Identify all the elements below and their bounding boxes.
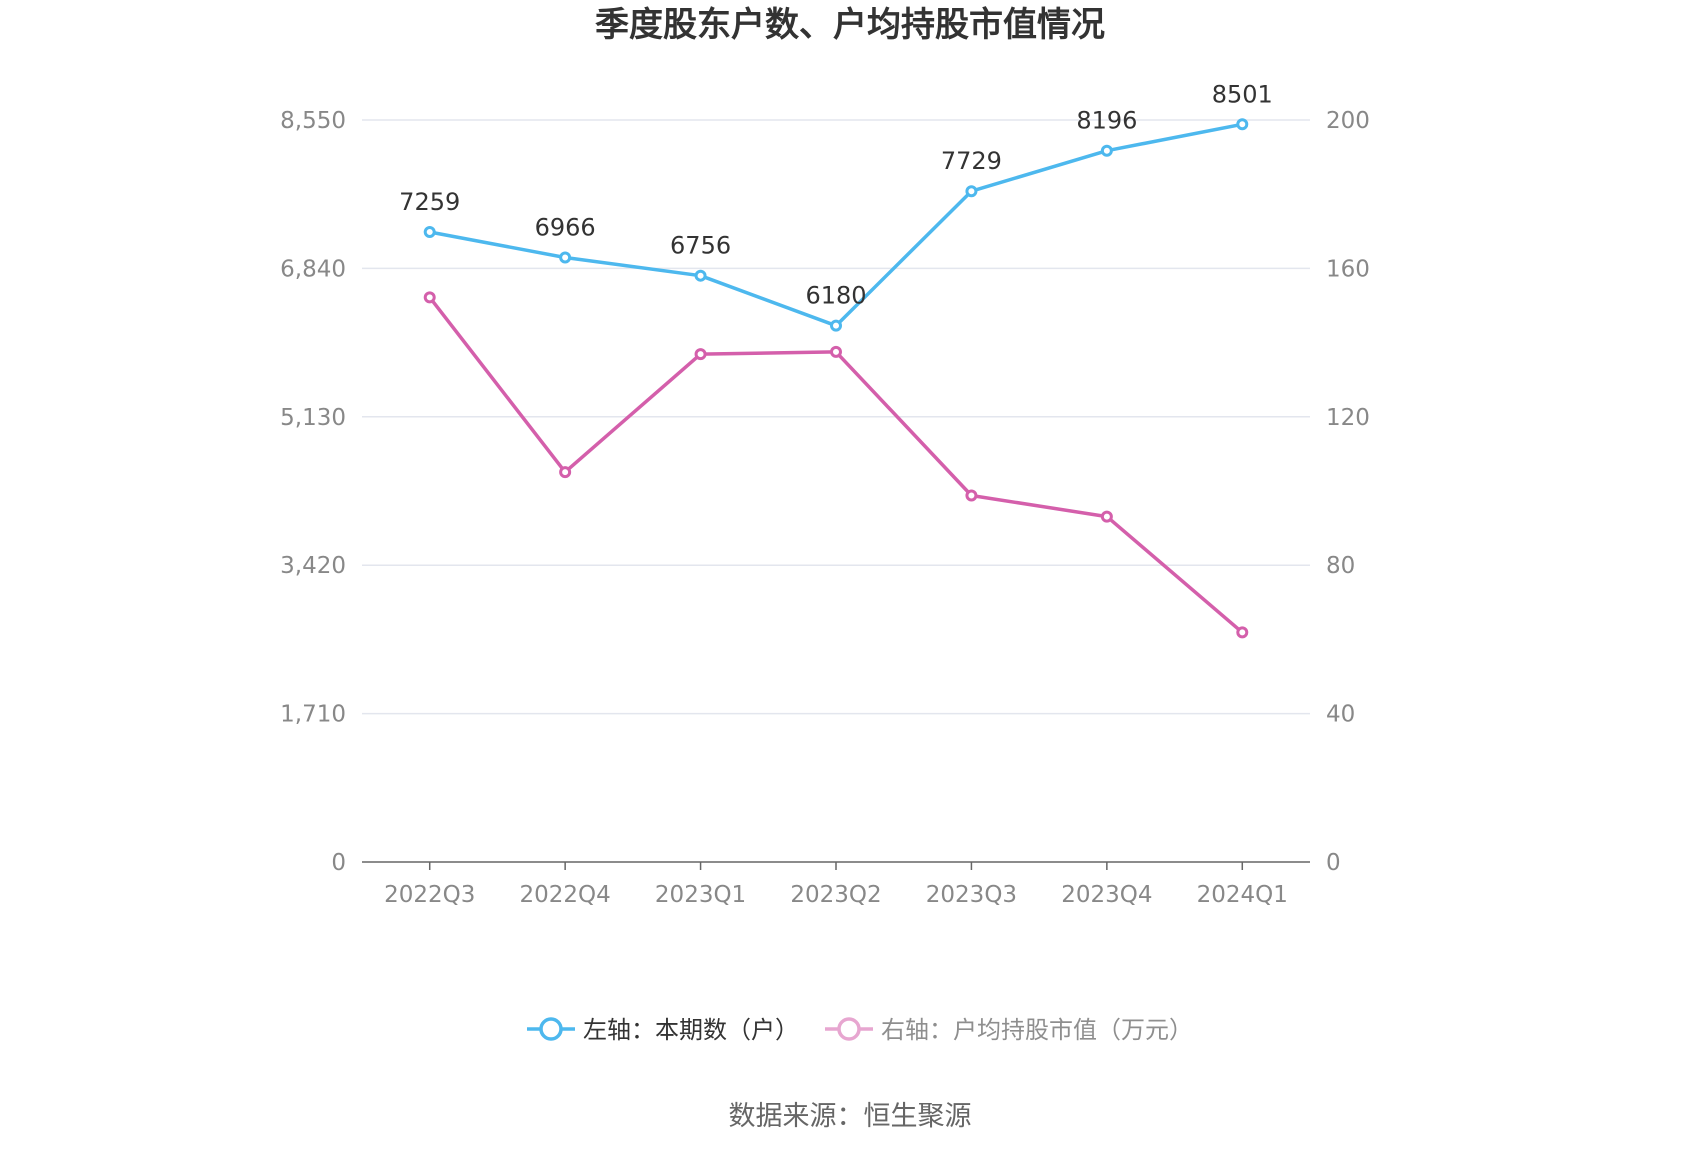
y-right-tick-label: 80 (1326, 553, 1355, 579)
data-point[interactable] (1100, 510, 1113, 523)
legend-label: 右轴：户均持股市值（万元） (881, 1016, 1193, 1044)
data-point[interactable] (1100, 144, 1113, 157)
x-tick-label: 2024Q1 (1197, 882, 1288, 908)
legend-label: 左轴：本期数（户） (583, 1016, 799, 1044)
data-point[interactable] (830, 345, 842, 358)
data-point[interactable] (694, 348, 707, 361)
x-tick-label: 2023Q4 (1061, 882, 1152, 908)
data-point[interactable] (559, 251, 572, 264)
y-left-tick-label: 5,130 (280, 405, 346, 431)
data-label: 7729 (941, 147, 1002, 175)
y-right-tick-label: 120 (1326, 405, 1370, 431)
y-right-tick-label: 160 (1326, 256, 1370, 282)
y-right-tick-label: 40 (1326, 702, 1355, 728)
x-tick-label: 2022Q3 (384, 882, 475, 908)
x-tick-label: 2022Q4 (520, 882, 611, 908)
data-label: 8196 (1076, 107, 1137, 135)
y-left-tick-label: 0 (331, 850, 346, 876)
data-source: 数据来源：恒生聚源 (729, 1101, 972, 1132)
y-left-tick-label: 6,840 (280, 256, 346, 282)
x-tick-label: 2023Q3 (926, 882, 1017, 908)
chart-title: 季度股东户数、户均持股市值情况 (595, 5, 1105, 45)
data-point[interactable] (830, 319, 842, 332)
data-point[interactable] (1236, 118, 1249, 131)
legend[interactable]: 左轴：本期数（户） 右轴：户均持股市值（万元） (527, 1016, 1193, 1044)
data-labels: 7259 6966 6756 6180 7729 8196 8501 (399, 80, 1273, 309)
y-left-tick-label: 8,550 (280, 108, 346, 134)
y-right-tick-label: 200 (1326, 108, 1370, 134)
y-left-tick-label: 1,710 (280, 702, 346, 728)
data-point[interactable] (423, 226, 436, 239)
legend-item[interactable]: 右轴：户均持股市值（万元） (825, 1016, 1193, 1044)
legend-marker (539, 1017, 563, 1041)
data-point[interactable] (965, 185, 978, 198)
legend-marker (837, 1017, 861, 1041)
grid-lines (362, 119, 1310, 715)
data-label: 6180 (805, 282, 866, 310)
legend-item[interactable]: 左轴：本期数（户） (527, 1016, 799, 1044)
data-point[interactable] (423, 291, 436, 304)
y-left-tick-label: 3,420 (280, 553, 346, 579)
x-tick-label: 2023Q1 (655, 882, 746, 908)
data-label: 7259 (399, 188, 460, 216)
data-point[interactable] (694, 269, 707, 282)
axes: 0 1,710 3,420 5,130 6,840 8,550 0 40 80 120 160 200… (280, 108, 1370, 908)
data-point[interactable] (1236, 626, 1249, 639)
data-label: 6966 (535, 213, 596, 241)
data-point[interactable] (559, 466, 572, 479)
data-label: 6756 (670, 232, 731, 260)
series (423, 118, 1249, 639)
y-right-tick-label: 0 (1326, 850, 1341, 876)
x-tick-label: 2023Q2 (790, 882, 881, 908)
data-label: 8501 (1212, 80, 1273, 108)
data-point[interactable] (965, 489, 978, 502)
